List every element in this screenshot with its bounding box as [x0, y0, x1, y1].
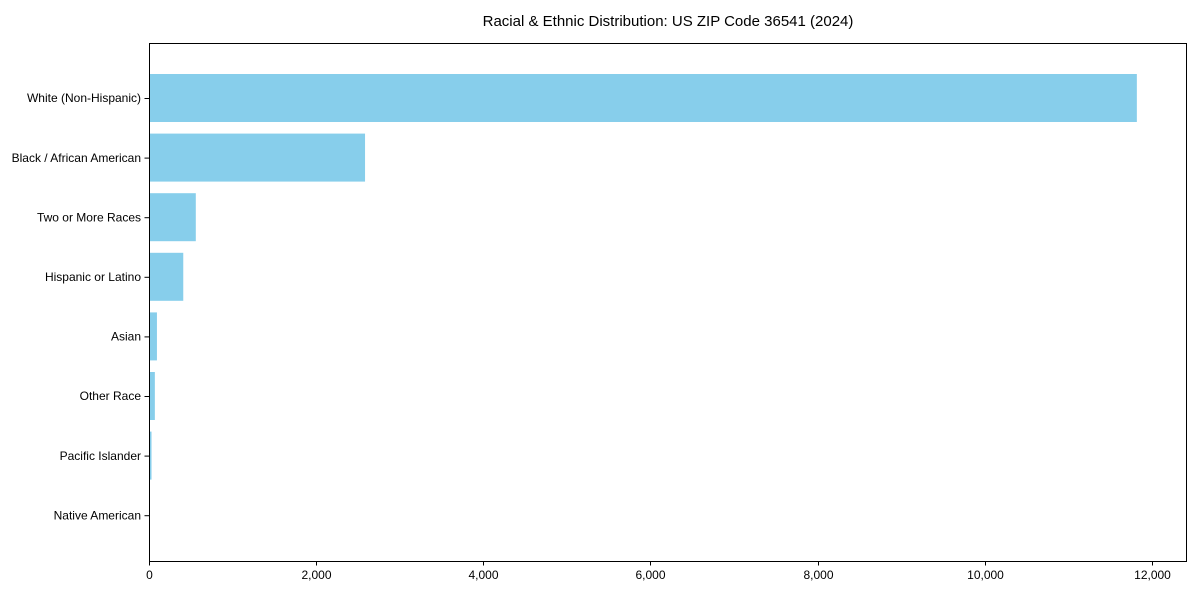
x-tick-label: 2,000 — [301, 568, 331, 582]
bar — [149, 312, 157, 361]
y-tick-label: Black / African American — [12, 151, 141, 165]
bar — [149, 193, 196, 242]
bar — [149, 133, 366, 182]
x-tick-label: 12,000 — [1134, 568, 1171, 582]
y-tick-label: Other Race — [80, 389, 142, 403]
y-tick-label: White (Non-Hispanic) — [27, 91, 141, 105]
y-tick-label: Pacific Islander — [60, 449, 141, 463]
bar — [149, 74, 1137, 122]
x-tick-label: 10,000 — [967, 568, 1004, 582]
x-tick-label: 4,000 — [468, 568, 498, 582]
y-tick-label: Native American — [54, 508, 141, 522]
y-tick-label: Hispanic or Latino — [45, 270, 141, 284]
x-tick-label: 8,000 — [803, 568, 833, 582]
bar — [149, 372, 155, 420]
plot-frame — [149, 43, 1187, 562]
y-tick-label: Two or More Races — [37, 210, 141, 224]
bar — [149, 252, 184, 301]
chart-title: Racial & Ethnic Distribution: US ZIP Cod… — [482, 13, 854, 30]
y-tick-label: Asian — [111, 330, 141, 344]
x-tick-label: 6,000 — [635, 568, 665, 582]
x-tick-label: 0 — [146, 568, 153, 582]
bar — [149, 431, 152, 480]
